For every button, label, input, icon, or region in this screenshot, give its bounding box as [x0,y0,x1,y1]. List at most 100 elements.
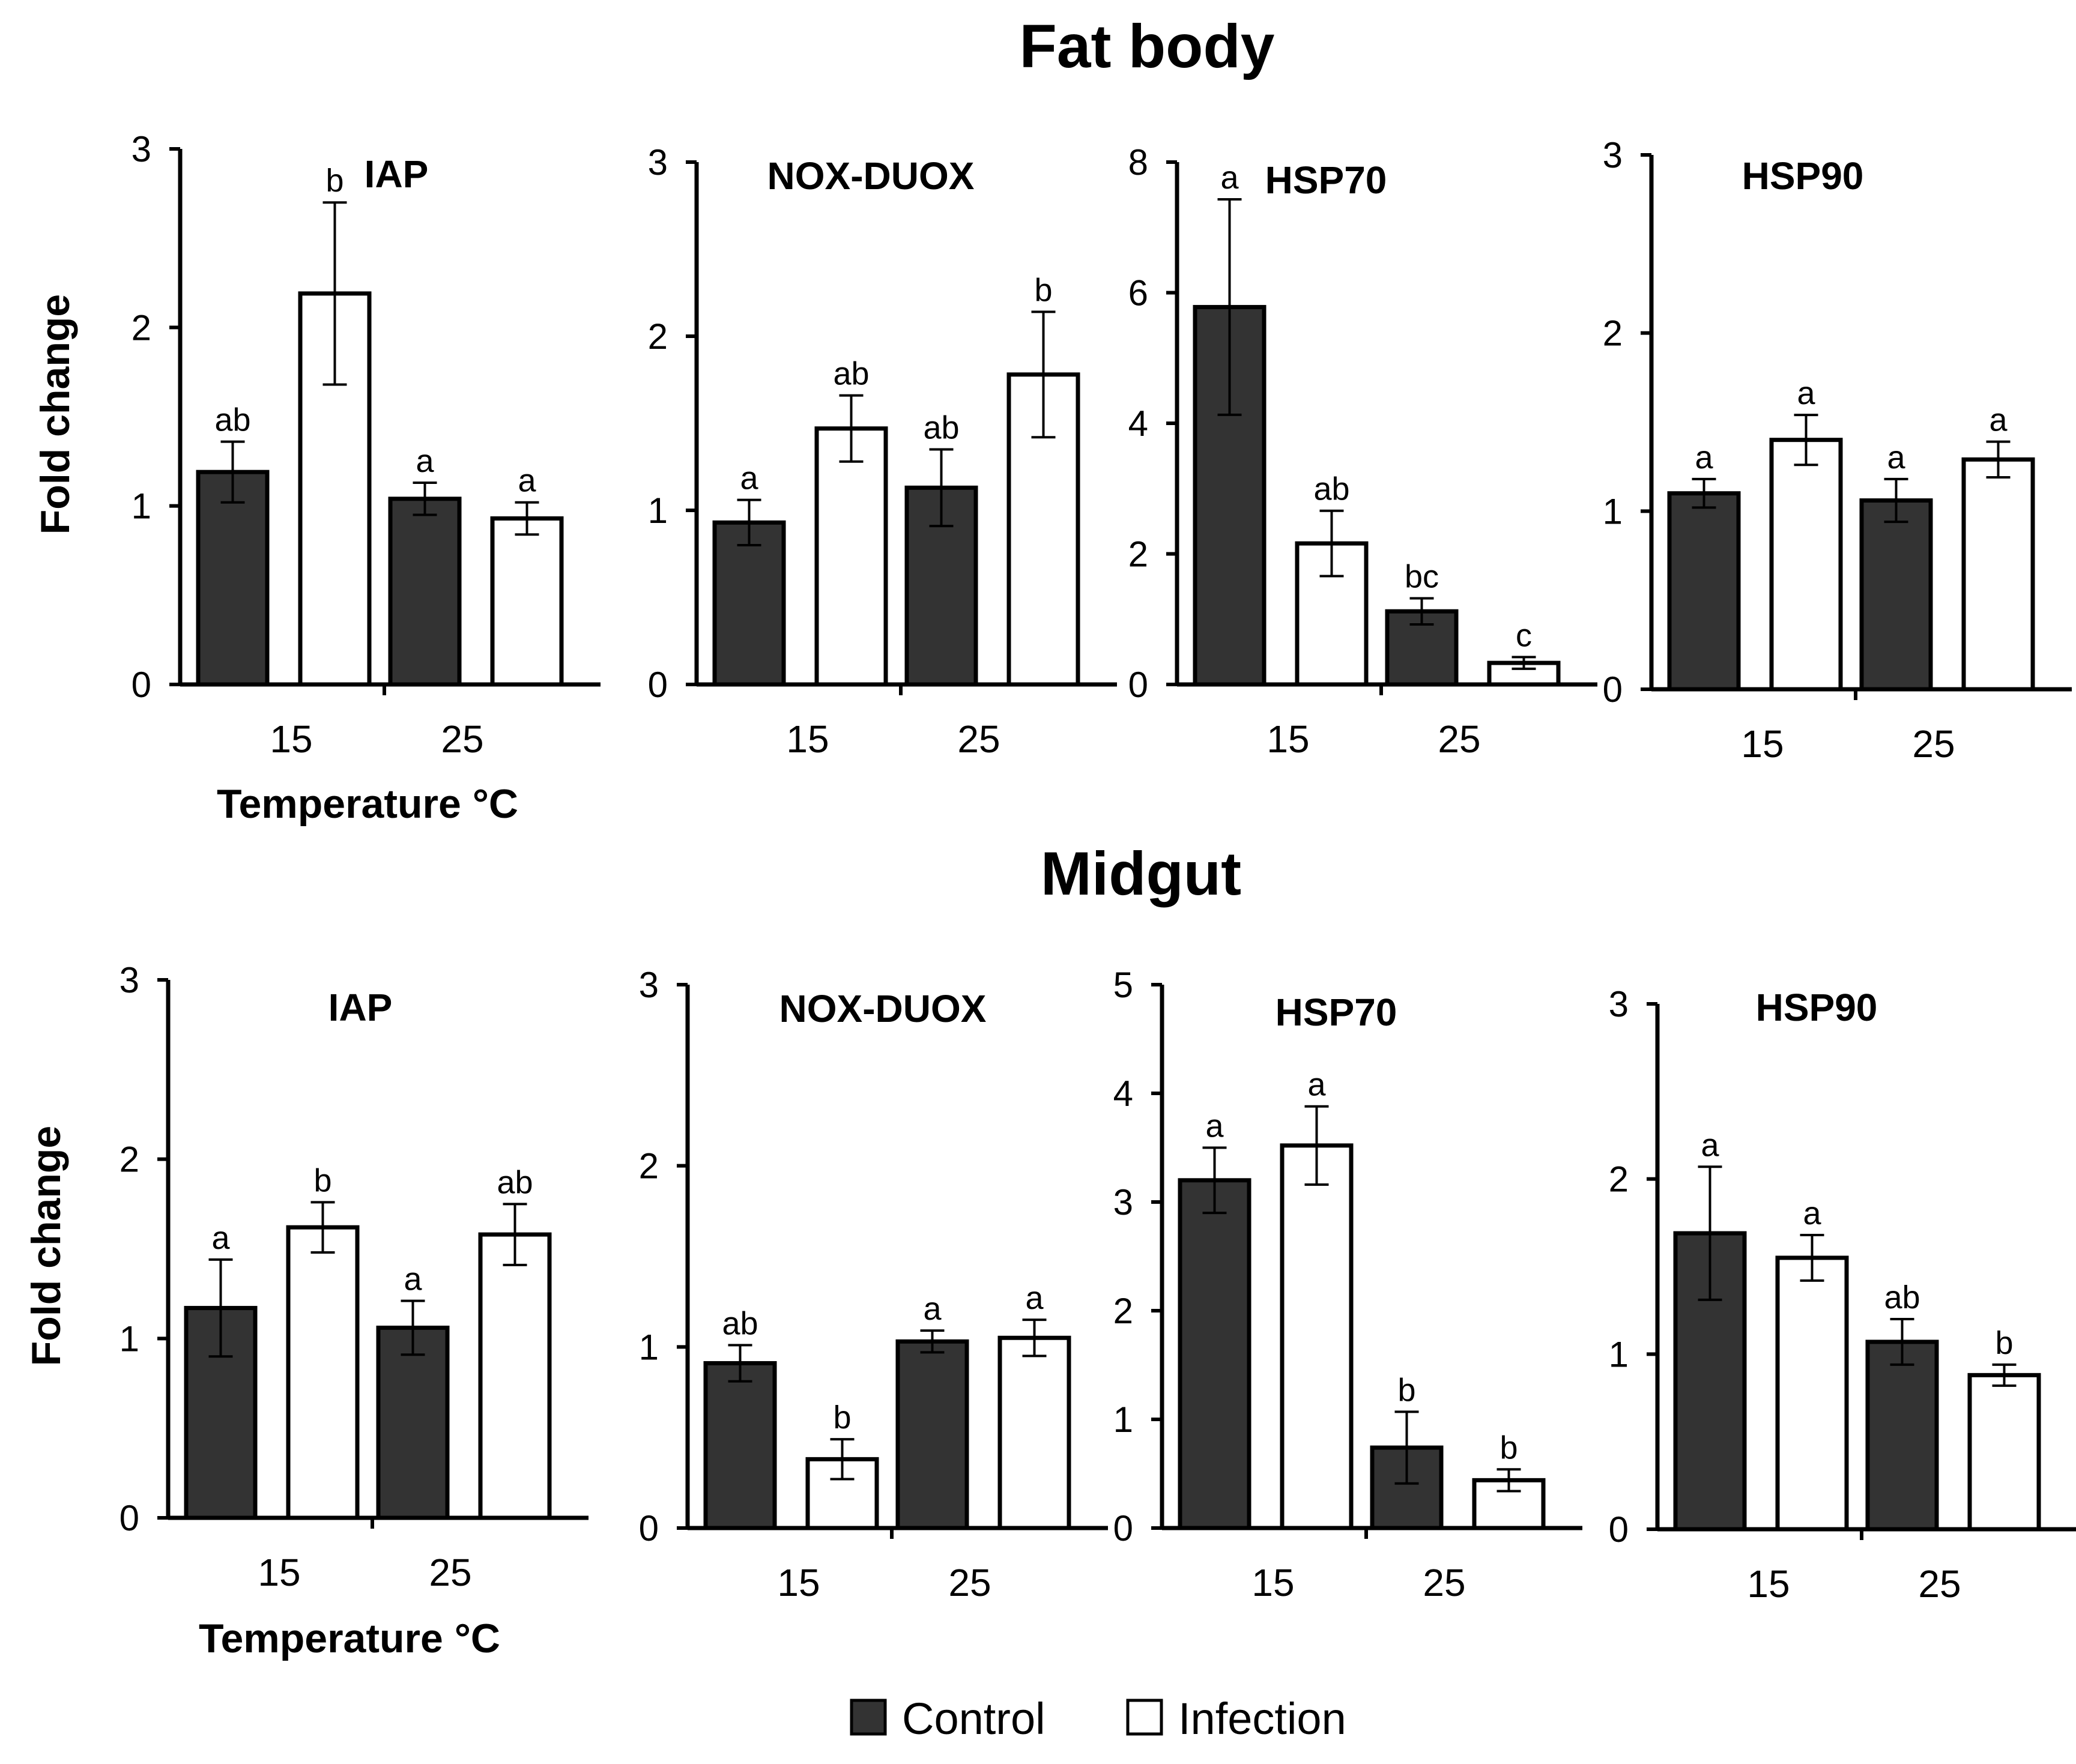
significance-label: ab [497,1164,533,1200]
x-category-label: 25 [429,1551,471,1594]
bar-infection [478,1232,552,1520]
section-title-fat-body: Fat body [1020,12,1275,80]
panel-title: HSP70 [1276,991,1397,1034]
x-category-label: 15 [777,1561,820,1604]
significance-label: b [1995,1325,2013,1361]
y-tick-label: 2 [1603,313,1623,354]
y-tick-label: 2 [648,316,668,357]
y-tick-label: 0 [132,665,151,705]
y-tick-label: 3 [1603,135,1623,175]
chart-panel-5: 0 1 2 3 ab b a a 15 25 NOX-DUOX [639,965,1108,1604]
significance-label: a [211,1220,230,1256]
y-tick-label: 1 [120,1318,139,1359]
x-category-label: 25 [1423,1561,1465,1604]
y-tick-label: 6 [1128,273,1148,313]
section-title-midgut: Midgut [1041,839,1241,908]
significance-label: c [1516,617,1532,653]
y-tick-label: 8 [1128,142,1148,183]
significance-label: ab [1884,1279,1920,1315]
significance-label: a [1220,160,1239,196]
y-tick-label: 4 [1113,1074,1133,1114]
significance-label: a [1307,1067,1326,1103]
y-tick-label: 0 [639,1508,659,1548]
x-category-label: 25 [957,717,1000,761]
significance-label: a [518,463,536,499]
panel-title: HSP70 [1265,159,1387,202]
significance-label: a [1701,1127,1719,1163]
panel-title: HSP90 [1742,154,1864,198]
panel-title: IAP [328,986,393,1029]
x-axis-title: Temperature °C [217,781,518,827]
y-tick-label: 2 [639,1146,659,1186]
significance-label: a [740,461,758,497]
x-category-label: 15 [1251,1561,1294,1604]
y-tick-label: 2 [132,307,151,348]
significance-label: ab [1313,471,1349,507]
y-tick-label: 1 [639,1327,659,1367]
x-category-label: 25 [441,717,483,761]
bar-infection [490,516,564,687]
chart-panel-3: 0 1 2 3 a a a a 15 25 HSP90 [1603,135,2072,766]
x-axis-title: Temperature °C [199,1616,500,1661]
legend-infection-swatch [1126,1699,1163,1736]
bar-control [1865,1340,1939,1532]
x-category-label: 25 [948,1561,991,1604]
chart-panel-0: 0 1 2 3 ab b a a 15 25 IAP Fold change Temperature °… [32,129,601,827]
legend-control-label: Control [902,1694,1046,1744]
y-tick-label: 0 [1113,1508,1133,1548]
significance-label: bc [1405,558,1439,594]
bar-infection [814,426,888,687]
chart-panel-6: 0 1 2 3 4 5 a a b b 15 25 HSP70 [1113,965,1582,1604]
significance-label: b [313,1162,331,1198]
significance-label: a [1695,439,1713,476]
bar-control [1859,498,1933,692]
significance-label: a [1205,1108,1224,1144]
panel-title: NOX-DUOX [767,154,975,198]
chart-panel-2: 0 2 4 6 8 a ab bc c 15 25 HSP70 [1128,142,1597,761]
chart-panel-7: 0 1 2 3 a a ab b 15 25 HSP90 [1609,984,2076,1605]
significance-label: ab [214,402,250,438]
significance-label: b [325,163,343,199]
bar-infection [1280,1143,1354,1530]
bar-control [895,1339,969,1530]
y-tick-label: 2 [120,1140,139,1180]
legend: Control Infection [850,1694,1346,1744]
bar-infection [1472,1478,1546,1530]
x-category-label: 15 [1741,722,1784,766]
bar-control [1673,1231,1747,1532]
y-tick-label: 4 [1128,403,1148,444]
significance-label: b [1034,272,1052,308]
bar-infection [1967,1373,2041,1532]
significance-label: ab [923,410,959,446]
significance-label: ab [722,1305,758,1341]
y-tick-label: 1 [1609,1334,1629,1374]
y-tick-label: 1 [1113,1400,1133,1440]
y-tick-label: 3 [1113,1182,1133,1222]
y-tick-label: 5 [1113,965,1133,1005]
panel-title: IAP [365,153,429,196]
x-category-label: 15 [258,1551,300,1594]
significance-label: b [1500,1430,1518,1466]
bar-control [712,520,786,687]
y-tick-label: 3 [1609,984,1629,1024]
bar-control [196,470,270,687]
chart-panel-1: 0 1 2 3 a ab ab b 15 25 NOX-DUOX [648,142,1117,761]
bar-control [388,497,462,687]
y-tick-label: 0 [648,665,668,705]
x-category-label: 25 [1438,717,1480,761]
y-tick-label: 0 [120,1498,139,1538]
significance-label: a [923,1291,942,1327]
y-axis-title: Fold change [23,1126,69,1366]
bar-infection [286,1225,360,1520]
bar-control [703,1361,777,1530]
y-tick-label: 2 [1113,1291,1133,1331]
y-tick-label: 3 [639,965,659,1005]
significance-label: a [416,443,434,479]
y-axis-title: Fold change [32,294,78,534]
x-category-label: 25 [1918,1562,1961,1605]
significance-label: b [1397,1372,1415,1408]
x-category-label: 15 [1747,1562,1790,1605]
bar-control [376,1325,450,1520]
